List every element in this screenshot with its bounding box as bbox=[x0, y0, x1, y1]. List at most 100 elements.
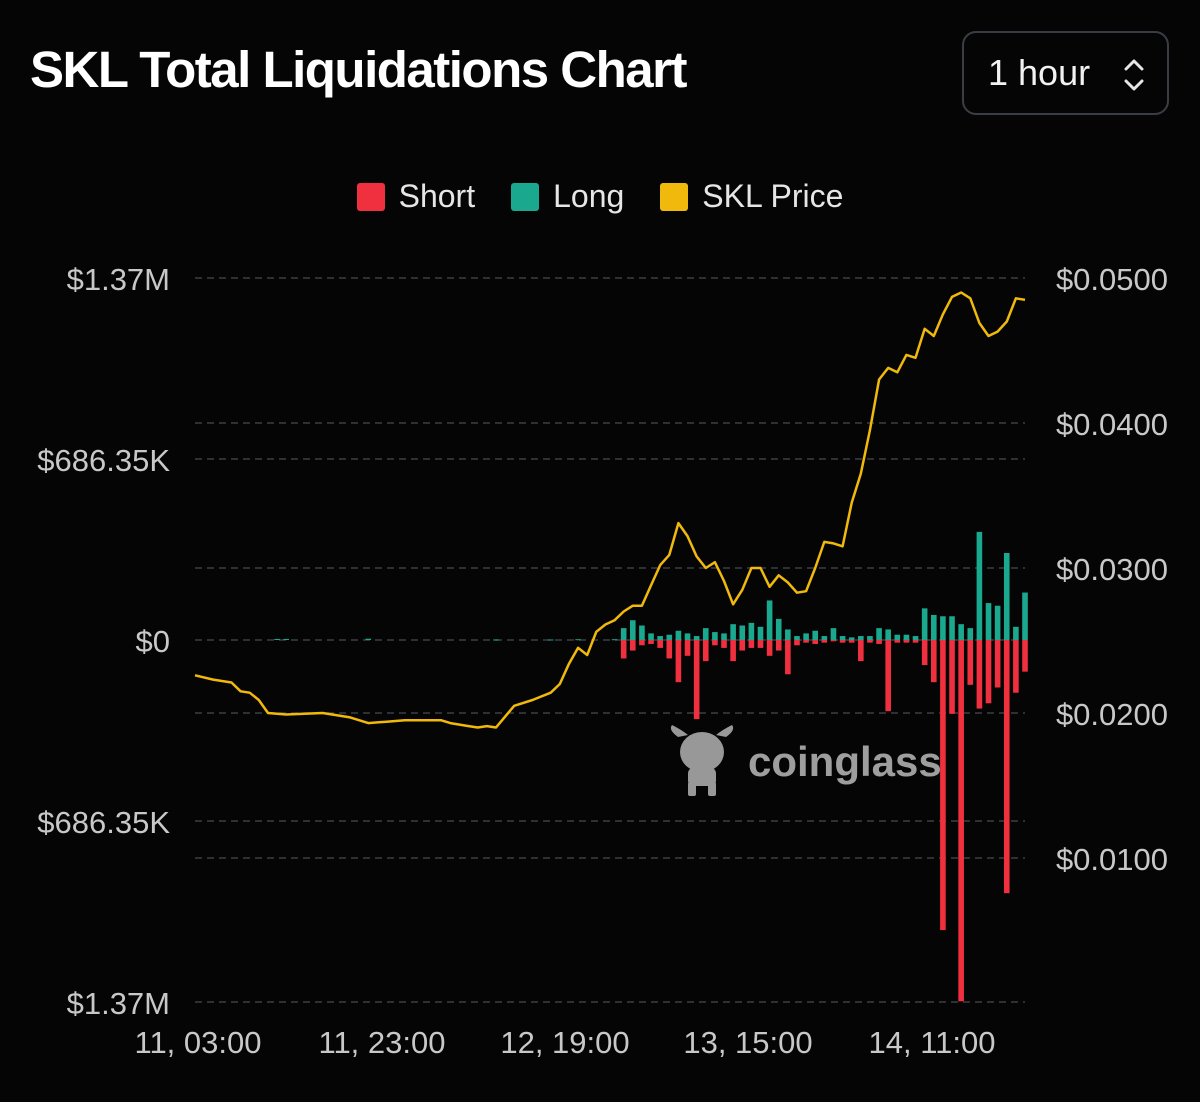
long-bar bbox=[821, 636, 828, 640]
interval-select[interactable]: 1 hour bbox=[962, 31, 1169, 115]
legend-item-price[interactable]: SKL Price bbox=[660, 178, 843, 215]
long-bar bbox=[921, 608, 928, 640]
long-bar bbox=[785, 629, 791, 640]
legend-label-long: Long bbox=[553, 178, 625, 214]
legend-swatch-price bbox=[660, 182, 689, 211]
long-bar bbox=[274, 638, 280, 640]
short-bar bbox=[748, 640, 755, 648]
legend-item-short[interactable]: Short bbox=[356, 178, 476, 215]
left-axis-tick-label: $1.37M bbox=[67, 262, 170, 297]
right-axis-tick-label: $0.0100 bbox=[1056, 842, 1168, 877]
long-bar bbox=[775, 618, 782, 640]
long-bar bbox=[794, 636, 800, 640]
short-bar bbox=[1013, 640, 1019, 693]
long-bar bbox=[712, 632, 718, 640]
long-bar bbox=[830, 628, 837, 640]
short-bar bbox=[912, 640, 919, 643]
long-bar bbox=[283, 638, 290, 640]
short-bar bbox=[949, 640, 955, 714]
x-axis-tick-label: 13, 15:00 bbox=[683, 1025, 812, 1060]
short-bar bbox=[830, 640, 837, 642]
left-axis-tick-label: $1.37M bbox=[67, 986, 170, 1021]
short-bar bbox=[648, 640, 654, 644]
interval-select-value: 1 hour bbox=[988, 52, 1091, 93]
right-axis-tick-label: $0.0500 bbox=[1056, 262, 1168, 297]
short-bar bbox=[967, 640, 974, 685]
short-bar bbox=[739, 640, 746, 651]
short-bar bbox=[620, 640, 627, 659]
short-bar bbox=[766, 640, 773, 656]
short-bar bbox=[693, 640, 700, 720]
long-bar bbox=[666, 634, 673, 640]
long-bar bbox=[867, 636, 873, 640]
long-bar bbox=[894, 634, 901, 640]
legend-item-long[interactable]: Long bbox=[511, 178, 624, 215]
long-bar bbox=[885, 629, 891, 640]
long-bar bbox=[1003, 552, 1010, 640]
long-bar bbox=[547, 639, 554, 641]
left-axis-ticks: $1.37M $686.35K $0 $686.35K $1.37M bbox=[37, 262, 170, 1021]
x-axis-tick-label: 11, 03:00 bbox=[135, 1025, 262, 1060]
short-bar bbox=[712, 640, 718, 646]
short-bar bbox=[858, 640, 864, 662]
x-axis-ticks: 11, 03:00 11, 23:00 12, 19:00 13, 15:00 14, … bbox=[135, 1025, 996, 1060]
watermark-text: coinglass bbox=[748, 738, 942, 785]
short-bar bbox=[630, 640, 636, 651]
long-bar bbox=[639, 625, 645, 640]
long-bar bbox=[876, 628, 882, 640]
coinglass-bull-icon bbox=[670, 725, 734, 796]
x-axis-tick-label: 11, 23:00 bbox=[319, 1025, 446, 1060]
long-bar bbox=[903, 634, 910, 640]
long-bar bbox=[967, 628, 974, 640]
chevron-updown-icon bbox=[1124, 59, 1144, 91]
grid-lines bbox=[195, 277, 1025, 1003]
long-bar bbox=[803, 633, 809, 640]
long-bar bbox=[930, 614, 937, 640]
short-bar bbox=[921, 640, 928, 666]
short-bar bbox=[1022, 640, 1028, 672]
short-bar bbox=[657, 640, 663, 648]
short-bar bbox=[785, 640, 791, 675]
legend-label-short: Short bbox=[398, 178, 476, 214]
long-bar bbox=[693, 636, 700, 640]
short-bar bbox=[639, 640, 645, 646]
long-bar bbox=[839, 636, 846, 640]
long-bar bbox=[1013, 626, 1019, 640]
chart-title: SKL Total Liquidations Chart bbox=[30, 41, 687, 98]
legend-swatch-long bbox=[511, 182, 540, 211]
right-axis-ticks: $0.0500 $0.0400 $0.0300 $0.0200 $0.0100 bbox=[1056, 262, 1168, 877]
right-axis-tick-label: $0.0200 bbox=[1056, 697, 1168, 732]
short-bar bbox=[803, 640, 809, 643]
long-bar bbox=[684, 633, 691, 640]
skl-price-line bbox=[194, 291, 1026, 729]
short-bar bbox=[994, 640, 1001, 688]
short-bar bbox=[894, 640, 901, 643]
long-bar bbox=[748, 622, 755, 640]
legend-swatch-short bbox=[356, 182, 385, 211]
short-bar bbox=[721, 640, 727, 648]
short-bar bbox=[730, 640, 736, 662]
long-bar bbox=[985, 603, 992, 640]
short-bar bbox=[775, 640, 782, 651]
long-bar bbox=[702, 628, 709, 640]
short-bar bbox=[821, 640, 828, 643]
chart-legend: Short Long SKL Price bbox=[0, 178, 1200, 215]
long-bar bbox=[575, 639, 581, 641]
short-bar bbox=[958, 640, 964, 1002]
coinglass-watermark: coinglass bbox=[670, 725, 942, 796]
long-bar bbox=[757, 626, 764, 640]
long-bar bbox=[648, 633, 654, 640]
long-bar bbox=[675, 630, 682, 640]
short-bar bbox=[976, 640, 983, 709]
legend-label-price: SKL Price bbox=[702, 178, 844, 214]
short-bar bbox=[702, 640, 709, 662]
long-bar bbox=[630, 620, 636, 640]
long-bar bbox=[657, 636, 663, 640]
long-bar bbox=[620, 628, 627, 640]
long-bar bbox=[365, 638, 372, 640]
short-bar bbox=[903, 640, 910, 643]
x-axis-tick-label: 12, 19:00 bbox=[500, 1025, 629, 1060]
long-bar bbox=[912, 636, 919, 640]
long-bar bbox=[730, 624, 736, 640]
